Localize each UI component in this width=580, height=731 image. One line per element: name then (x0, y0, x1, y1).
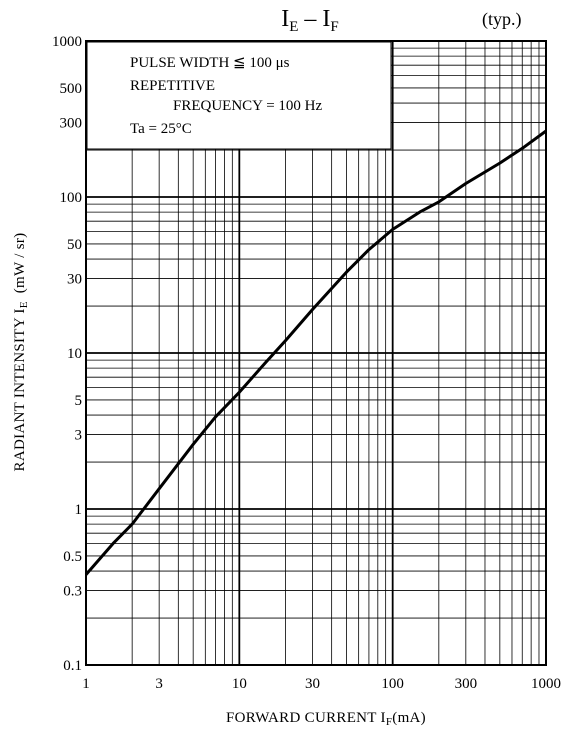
conditions-box (86, 41, 392, 150)
x-tick-label: 1 (82, 676, 90, 692)
y-tick-label: 0.3 (63, 584, 82, 600)
chart-title: IE – IF (281, 6, 339, 35)
title-sub-1: E (289, 19, 298, 35)
title-sub-2: F (330, 19, 338, 35)
typ-label: (typ.) (482, 9, 522, 30)
y-axis-label-sub: E (18, 301, 30, 308)
condition-frequency: FREQUENCY = 100 Hz (173, 98, 322, 114)
x-tick-label: 100 (381, 676, 404, 692)
title-main-2: I (322, 6, 330, 32)
y-tick-label: 100 (60, 190, 83, 206)
y-tick-label: 10 (67, 346, 82, 362)
y-axis-label-text: RADIANT INTENSITY I (12, 308, 28, 471)
title-main-1: I (281, 6, 289, 32)
condition-repetitive: REPETITIVE (130, 78, 215, 94)
condition-temperature: Ta = 25°C (130, 121, 192, 137)
y-tick-label: 30 (67, 272, 82, 288)
condition-pulse-width: PULSE WIDTH ≦ 100 μs (130, 55, 290, 71)
x-tick-label: 30 (305, 676, 320, 692)
x-axis-label-unit: (mA) (392, 710, 426, 726)
y-tick-label: 300 (60, 116, 83, 132)
plot-frame (85, 40, 547, 666)
y-tick-label: 1000 (52, 34, 82, 50)
y-tick-label: 0.1 (63, 658, 82, 674)
y-tick-label: 50 (67, 237, 82, 253)
x-axis-label: FORWARD CURRENT IF(mA) (226, 710, 426, 728)
y-tick-labels: 0.1 0.3 0.5 1 3 5 10 30 50 100 300 500 1000 (52, 34, 82, 674)
y-tick-label: 0.5 (63, 549, 82, 565)
x-tick-labels: 1 3 10 30 100 300 1000 (82, 676, 561, 692)
y-axis-label-unit: (mW / sr) (12, 233, 28, 294)
x-tick-label: 1000 (531, 676, 561, 692)
y-tick-label: 1 (75, 502, 83, 518)
radiant-intensity-curve (84, 129, 547, 576)
x-tick-label: 10 (232, 676, 247, 692)
y-tick-label: 3 (75, 428, 83, 444)
x-axis-label-text: FORWARD CURRENT I (226, 710, 386, 726)
x-axis-label-sub: F (386, 716, 392, 728)
x-tick-label: 3 (155, 676, 163, 692)
title-dash: – (298, 6, 322, 32)
y-tick-label: 5 (75, 393, 83, 409)
y-tick-label: 500 (60, 81, 83, 97)
x-tick-label: 300 (455, 676, 478, 692)
y-axis-label: RADIANT INTENSITY IE (mW / sr) (12, 233, 30, 472)
